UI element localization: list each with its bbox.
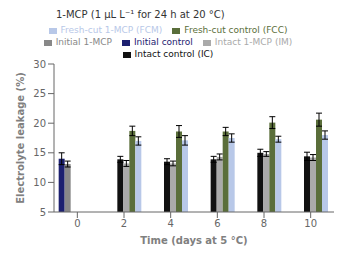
svg-text:Electrolyte leakage (%): Electrolyte leakage (%): [15, 72, 26, 203]
html-text:Fresh-cut 1-MCP (FCM): Fresh-cut 1-MCP (FCM): [60, 25, 163, 35]
svg-text:20: 20: [33, 118, 46, 129]
svg-text:2: 2: [121, 218, 127, 229]
svg-text:0: 0: [74, 218, 80, 229]
svg-text:30: 30: [33, 59, 46, 70]
html-text:Fresh-cut control (FCC): Fresh-cut control (FCC): [184, 25, 288, 35]
svg-text:6: 6: [214, 218, 220, 229]
svg-text:Time (days at 5 °C): Time (days at 5 °C): [140, 235, 247, 246]
svg-text:15: 15: [33, 147, 46, 158]
svg-text:10: 10: [33, 177, 46, 188]
svg-text:10: 10: [304, 218, 317, 229]
svg-text:25: 25: [33, 88, 46, 99]
svg-text:4: 4: [167, 218, 173, 229]
svg-text:8: 8: [261, 218, 267, 229]
html-text:1-MCP (1 μL L⁻¹ for 24 h at 20: 1-MCP (1 μL L⁻¹ for 24 h at 20 °C): [56, 9, 225, 20]
svg-text:5: 5: [40, 207, 46, 218]
html-text:Initial control: Initial control: [133, 37, 193, 47]
html-text:Initial 1-MCP: Initial 1-MCP: [55, 37, 112, 47]
html-text:Intact 1-MCP (IM): Intact 1-MCP (IM): [214, 37, 293, 47]
html-text:Intact control (IC): Intact control (IC): [134, 49, 214, 59]
